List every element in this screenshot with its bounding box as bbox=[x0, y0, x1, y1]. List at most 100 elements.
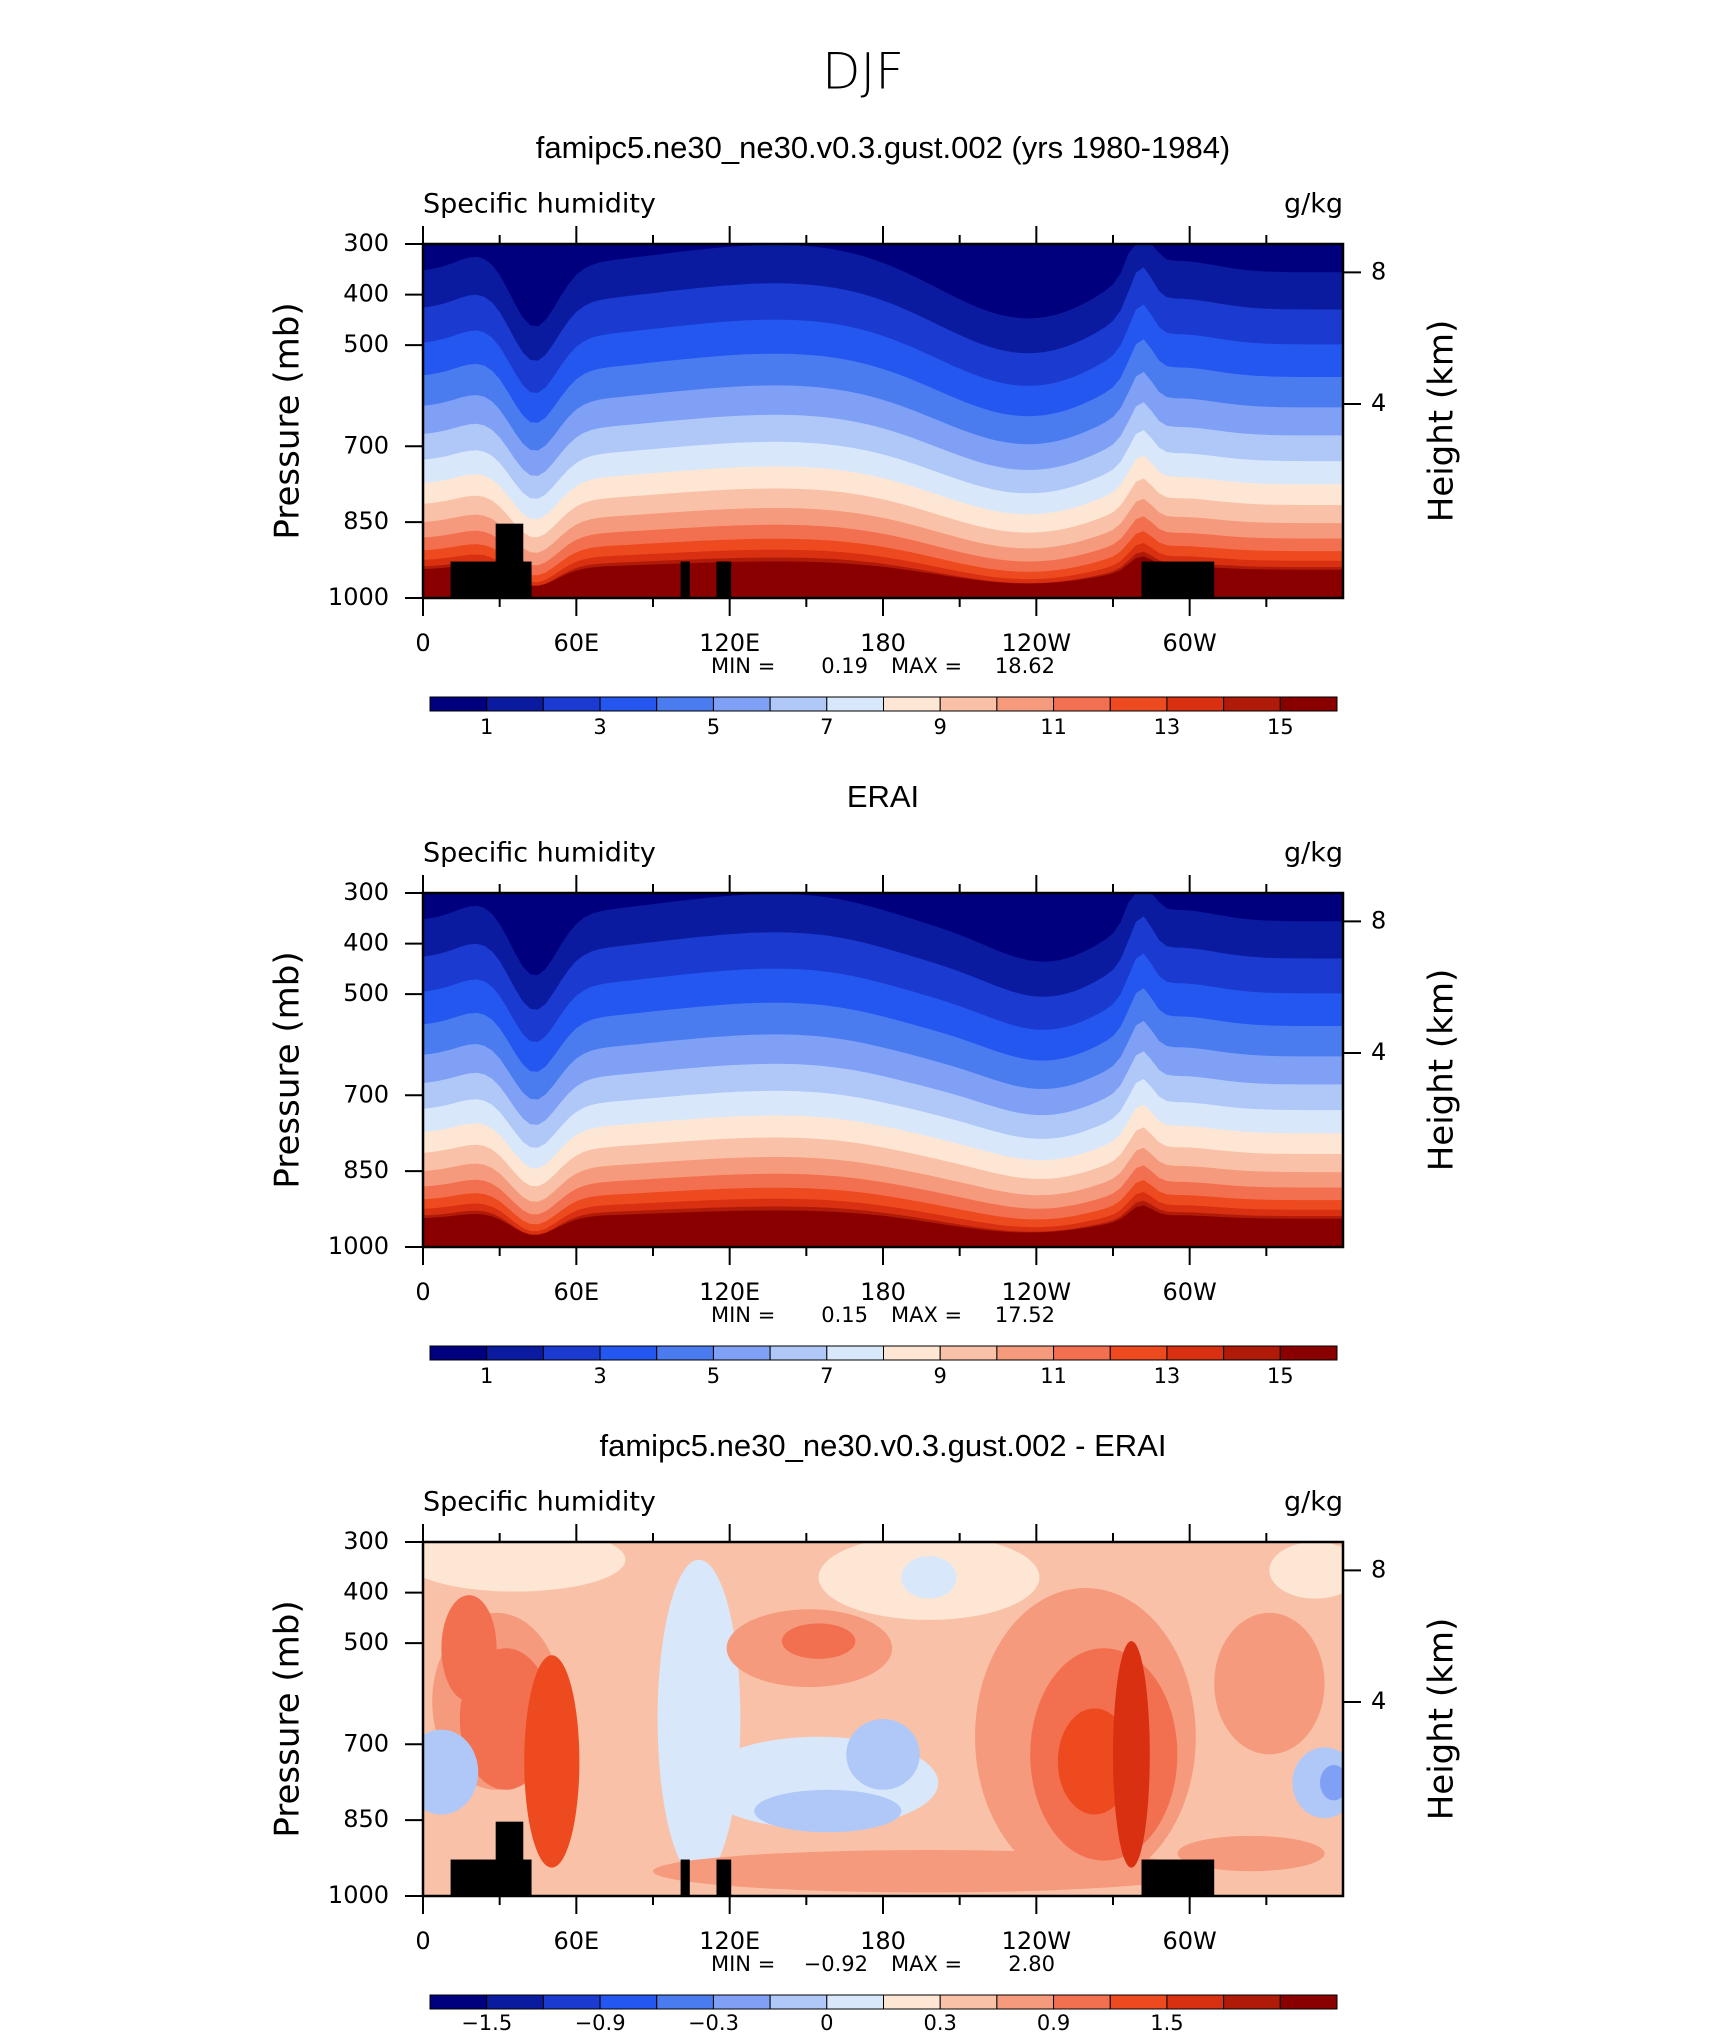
panel-title: famipc5.ne30_ne30.v0.3.gust.002 - ERAI bbox=[600, 1428, 1167, 1463]
colorbar-box bbox=[996, 1994, 1055, 2010]
colorbar-box bbox=[883, 696, 941, 712]
terrain bbox=[680, 561, 690, 598]
contour-fill bbox=[1320, 1765, 1343, 1801]
variable-label: Specific humidity bbox=[423, 189, 656, 220]
y-axis-label: Pressure (mb) bbox=[268, 302, 308, 539]
colorbar-label: 9 bbox=[934, 715, 947, 739]
variable-label: Specific humidity bbox=[423, 838, 656, 869]
y-tick-label: 500 bbox=[343, 979, 389, 1007]
colorbar-box bbox=[939, 696, 998, 712]
contour-fill bbox=[423, 1729, 479, 1815]
contour-fill bbox=[423, 1205, 1343, 1247]
colorbar-box bbox=[826, 696, 884, 712]
y-tick-label: 400 bbox=[343, 929, 389, 957]
y-tick-label: 300 bbox=[343, 229, 389, 257]
max-value: 18.62 bbox=[995, 654, 1055, 678]
contour-fill bbox=[657, 1559, 741, 1879]
x-tick-label: 60W bbox=[1163, 1927, 1217, 1955]
y2-tick-label: 8 bbox=[1371, 257, 1386, 285]
colorbar-box bbox=[826, 1345, 884, 1361]
min-value: 0.19 bbox=[821, 654, 868, 678]
terrain bbox=[716, 561, 732, 598]
y-tick-label: 400 bbox=[343, 280, 389, 308]
x-tick-label: 120W bbox=[1002, 629, 1072, 657]
colorbar-box bbox=[429, 1345, 488, 1361]
colorbar-label: 5 bbox=[707, 715, 720, 739]
y2-tick-label: 8 bbox=[1371, 906, 1386, 934]
contour-fill bbox=[754, 1789, 902, 1833]
terrain bbox=[1141, 561, 1215, 598]
colorbar-box bbox=[599, 696, 658, 712]
colorbar-label: 1 bbox=[480, 1364, 493, 1388]
contour-fill bbox=[423, 556, 1343, 598]
colorbar-box bbox=[939, 1994, 998, 2010]
max-label: MAX = bbox=[891, 1303, 962, 1327]
colorbar-box bbox=[1053, 1345, 1111, 1361]
units-label: g/kg bbox=[1284, 838, 1343, 869]
colorbar-box bbox=[996, 1345, 1055, 1361]
y2-axis-label: Height (km) bbox=[1422, 1618, 1462, 1821]
y-tick-label: 700 bbox=[343, 1080, 389, 1108]
contour-fill bbox=[1113, 1641, 1150, 1868]
x-tick-label: 60E bbox=[553, 1927, 599, 1955]
x-tick-label: 120W bbox=[1002, 1278, 1072, 1306]
colorbar-label: 0 bbox=[820, 2011, 833, 2035]
x-tick-label: 60W bbox=[1163, 629, 1217, 657]
y2-axis-label: Height (km) bbox=[1422, 320, 1462, 523]
y2-tick-label: 4 bbox=[1371, 1038, 1386, 1066]
colorbar-box bbox=[1279, 696, 1338, 712]
contour-field bbox=[423, 244, 1343, 598]
units-label: g/kg bbox=[1284, 1487, 1343, 1518]
colorbar-box bbox=[712, 696, 771, 712]
contour-fill bbox=[781, 1623, 856, 1659]
y-tick-label: 1000 bbox=[328, 1232, 389, 1260]
y-tick-label: 1000 bbox=[328, 583, 389, 611]
colorbar-box bbox=[1109, 1345, 1168, 1361]
colorbar-box bbox=[656, 1345, 714, 1361]
x-tick-label: 120E bbox=[699, 629, 760, 657]
colorbar-box bbox=[1166, 696, 1225, 712]
colorbar-label: 3 bbox=[593, 1364, 606, 1388]
units-label: g/kg bbox=[1284, 189, 1343, 220]
y-tick-label: 850 bbox=[343, 1156, 389, 1184]
colorbar-label: −0.3 bbox=[688, 2011, 739, 2035]
y-tick-label: 850 bbox=[343, 507, 389, 535]
colorbar-box bbox=[542, 1345, 601, 1361]
x-tick-label: 0 bbox=[415, 629, 430, 657]
y-tick-label: 500 bbox=[343, 330, 389, 358]
x-tick-label: 0 bbox=[415, 1927, 430, 1955]
contour-field bbox=[423, 893, 1343, 1247]
contour-fill bbox=[1292, 1747, 1343, 1819]
colorbar-box bbox=[429, 1994, 488, 2010]
colorbar-box bbox=[883, 1345, 941, 1361]
colorbar-box bbox=[429, 696, 488, 712]
colorbar-box bbox=[656, 696, 714, 712]
figure-title: DJF bbox=[822, 43, 904, 101]
colorbar-box bbox=[1279, 1994, 1338, 2010]
max-value: 17.52 bbox=[995, 1303, 1055, 1327]
colorbar-box bbox=[712, 1345, 771, 1361]
contour-fill bbox=[1214, 1612, 1325, 1755]
panel: famipc5.ne30_ne30.v0.3.gust.002 (yrs 198… bbox=[268, 130, 1462, 739]
min-value: −0.92 bbox=[804, 1952, 868, 1976]
colorbar-label: 7 bbox=[820, 1364, 833, 1388]
colorbar-box bbox=[826, 1994, 884, 2010]
colorbar-box bbox=[1166, 1994, 1225, 2010]
y-tick-label: 700 bbox=[343, 431, 389, 459]
colorbar-box bbox=[1053, 696, 1111, 712]
panel-title: famipc5.ne30_ne30.v0.3.gust.002 (yrs 198… bbox=[536, 130, 1231, 165]
min-label: MIN = bbox=[711, 1303, 775, 1327]
colorbar-box bbox=[939, 1345, 998, 1361]
colorbar-label: 15 bbox=[1267, 715, 1294, 739]
colorbar-label: 13 bbox=[1154, 1364, 1181, 1388]
y-tick-label: 700 bbox=[343, 1729, 389, 1757]
colorbar-box bbox=[883, 1994, 941, 2010]
contour-fill bbox=[901, 1556, 957, 1599]
colorbar-box bbox=[542, 696, 601, 712]
colorbar-box bbox=[1223, 1994, 1281, 2010]
x-tick-label: 60E bbox=[553, 629, 599, 657]
colorbar-label: 13 bbox=[1154, 715, 1181, 739]
min-value: 0.15 bbox=[821, 1303, 868, 1327]
panel: ERAI Specific humidity g/kg Pressure (mb) He… bbox=[268, 779, 1462, 1388]
